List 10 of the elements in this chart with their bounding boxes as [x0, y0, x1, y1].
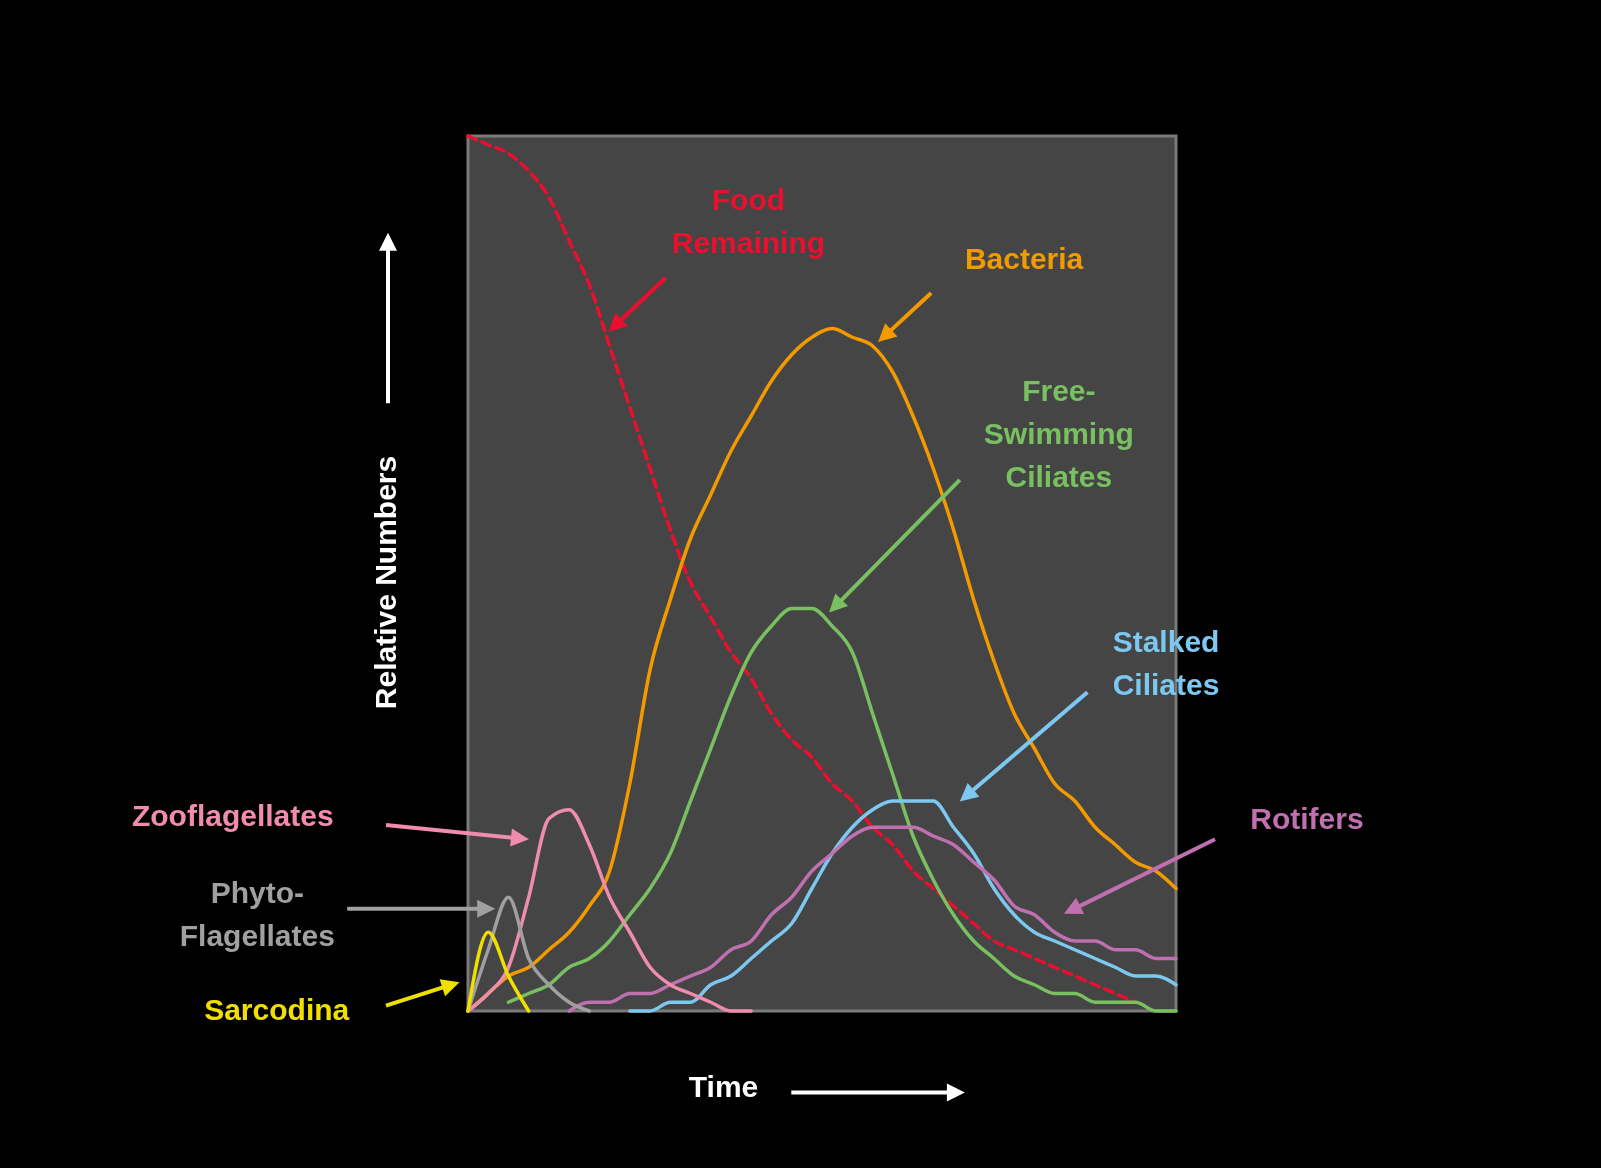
legend-label: Phyto-Flagellates: [179, 876, 335, 953]
legend-label: Sarcodina: [204, 992, 350, 1026]
text: Stalked Ciliates: [1112, 625, 1220, 702]
text: Free-Swimming Ciliates: [983, 373, 1134, 493]
text: Bacteria: [964, 242, 1084, 276]
text: Rotifers: [1250, 801, 1364, 835]
x-axis-title: Time: [688, 1069, 759, 1103]
legend-label: Zooflagellates: [131, 798, 334, 832]
text: Food Remaining: [671, 183, 826, 260]
y-axis-title: Relative Numbers: [368, 455, 402, 710]
